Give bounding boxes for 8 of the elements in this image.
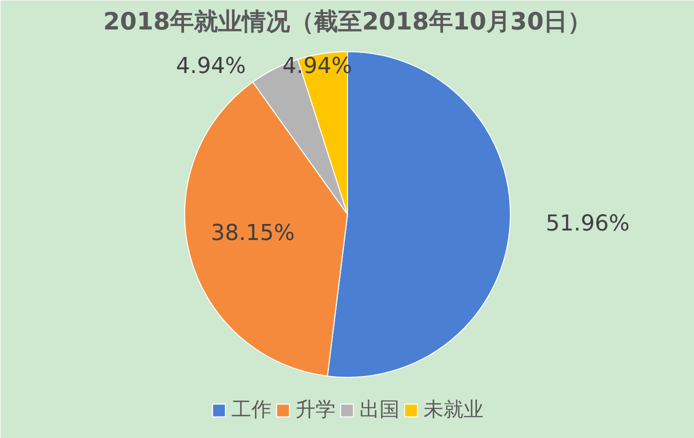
chart-title: 2018年就业情况（截至2018年10月30日） [103, 8, 592, 36]
legend-label: 工作 [232, 396, 272, 423]
data-label: 38.15% [210, 220, 295, 246]
legend-label: 未就业 [424, 396, 484, 423]
legend-label: 升学 [296, 396, 336, 423]
legend-label: 出国 [360, 396, 400, 423]
data-label: 51.96% [546, 212, 630, 237]
data-label: 4.94% [176, 54, 246, 79]
